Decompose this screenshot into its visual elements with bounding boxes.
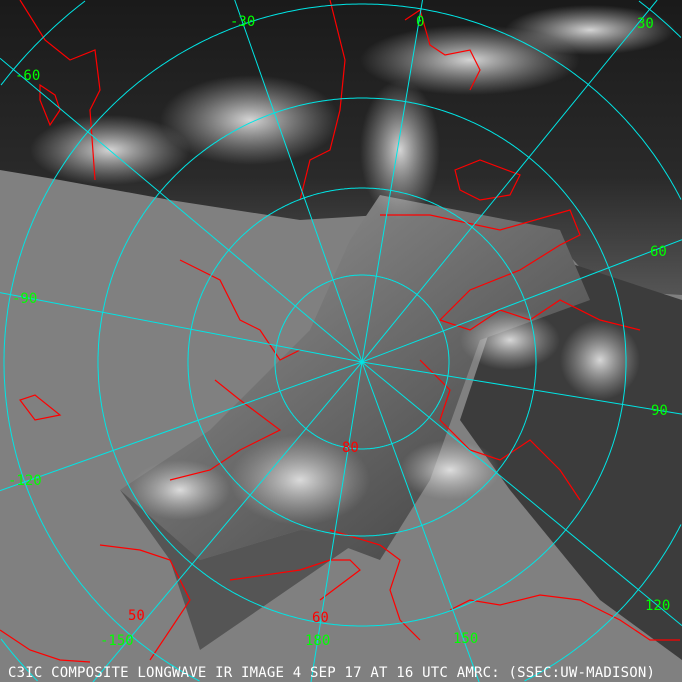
- lon-label: -120: [8, 473, 42, 489]
- latitude-labels: 80 60 50: [128, 440, 359, 626]
- lon-label: 120: [645, 598, 670, 614]
- meridian-line: [361, 0, 423, 363]
- lon-label: -150: [100, 633, 134, 649]
- meridian-line: [0, 292, 363, 363]
- meridian-line: [92, 361, 363, 682]
- latitude-circle: [3, 3, 682, 682]
- lon-label: 150: [453, 631, 478, 647]
- imagery-south: [120, 490, 360, 650]
- meridian-line: [361, 361, 480, 682]
- meridian-line: [310, 361, 363, 682]
- meridian-line: [361, 0, 658, 363]
- lon-label: 90: [651, 403, 668, 419]
- lon-label: -90: [12, 291, 37, 307]
- image-caption: C3IC COMPOSITE LONGWAVE IR IMAGE 4 SEP 1…: [8, 665, 656, 681]
- lat-label: 80: [342, 440, 359, 456]
- lon-label: -60: [15, 68, 40, 84]
- meridian-line: [361, 361, 682, 626]
- meridian-line: [361, 361, 682, 415]
- latitude-circle: [524, 524, 682, 682]
- latitude-circle: [187, 187, 537, 537]
- lon-label: -30: [230, 14, 255, 30]
- lon-label: 0: [416, 14, 424, 30]
- lon-label: 30: [637, 16, 654, 32]
- lon-label: 180: [305, 633, 330, 649]
- lat-label: 60: [312, 610, 329, 626]
- meridian-line: [0, 361, 363, 492]
- meridian-line: [234, 0, 363, 363]
- meridian-line: [0, 57, 363, 363]
- coastlines: [0, 0, 680, 663]
- latitude-circle: [274, 274, 450, 450]
- latitude-circle: [638, 0, 682, 38]
- lon-label: 60: [650, 244, 667, 260]
- latitude-circle: [97, 97, 627, 627]
- lat-label: 50: [128, 608, 145, 624]
- meridian-line: [361, 239, 682, 363]
- longitude-labels: -60 -30 0 30 60 90 120 150 180 -150 -120…: [8, 14, 670, 649]
- cloud-features: [30, 5, 675, 525]
- latitude-circle: [0, 638, 38, 682]
